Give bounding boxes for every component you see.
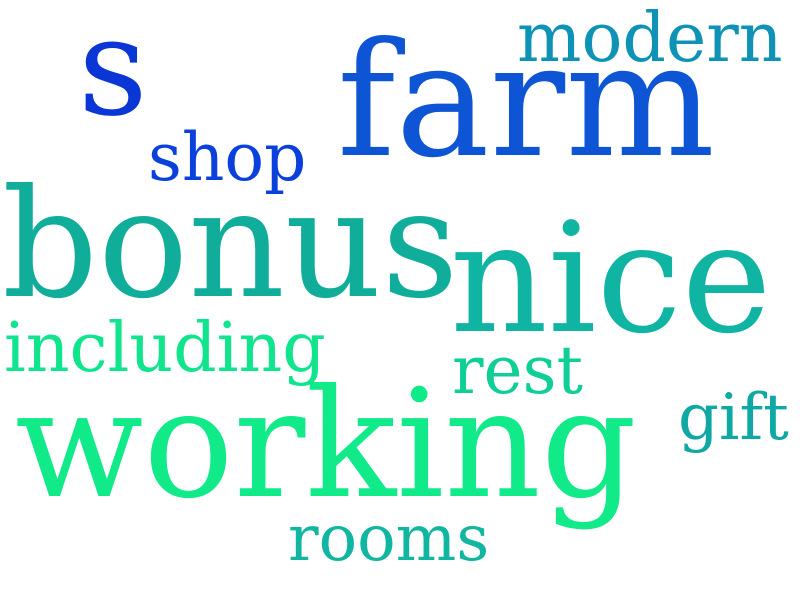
word-bonus: bonus [2, 158, 459, 332]
word-rooms: rooms [288, 502, 490, 576]
word-modern: modern [517, 0, 783, 78]
word-s: s [78, 0, 148, 147]
word-working: working [15, 358, 637, 532]
word-rest: rest [452, 332, 584, 409]
word-shop: shop [148, 119, 307, 196]
word-gift: gift [678, 381, 789, 455]
word-nice: nice [450, 190, 772, 367]
word-including: including [4, 309, 326, 388]
word-farm: farm [337, 9, 716, 193]
